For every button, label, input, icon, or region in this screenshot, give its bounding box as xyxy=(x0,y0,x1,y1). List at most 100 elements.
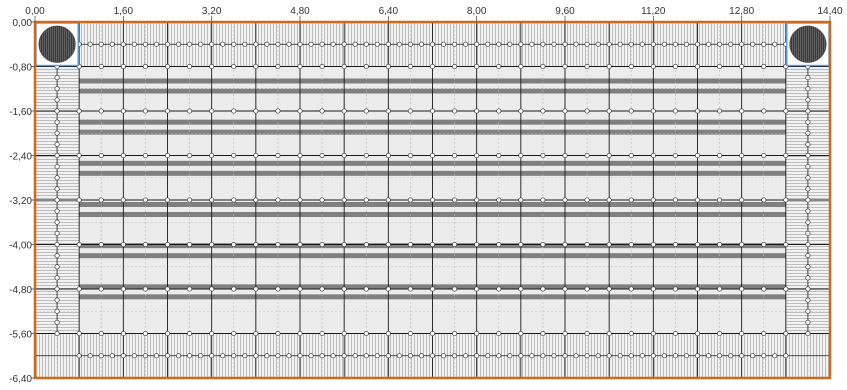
grid-node xyxy=(54,253,60,259)
grid-node xyxy=(429,152,436,159)
grid-node xyxy=(805,253,811,259)
grid-node xyxy=(385,330,391,337)
grid-node xyxy=(297,152,303,159)
grid-node xyxy=(231,286,237,292)
grid-node xyxy=(540,63,546,70)
grid-node xyxy=(98,108,104,114)
y-tick-label: -4,80 xyxy=(9,285,32,296)
grid-node xyxy=(628,330,634,337)
grid-node xyxy=(805,186,811,192)
grid-node xyxy=(231,152,237,159)
grid-node xyxy=(187,108,193,114)
grid-node xyxy=(54,86,60,92)
grid-node xyxy=(275,63,281,70)
grid-node xyxy=(717,286,723,292)
grid-node xyxy=(518,108,524,114)
pile-icon[interactable] xyxy=(789,25,827,63)
grid-node xyxy=(54,152,60,159)
grid-node xyxy=(231,353,237,359)
grid-node xyxy=(231,197,237,203)
grid-node xyxy=(275,152,281,159)
grid-node xyxy=(385,108,391,114)
grid-node xyxy=(496,63,502,70)
grid-node xyxy=(120,286,126,292)
grid-node xyxy=(120,330,126,337)
grid-node xyxy=(231,63,237,70)
grid-node xyxy=(164,41,171,47)
grid-node xyxy=(562,41,568,47)
grid-node xyxy=(198,41,204,47)
grid-node xyxy=(164,286,171,292)
grid-node xyxy=(628,197,634,203)
grid-node xyxy=(518,286,524,292)
grid-node xyxy=(98,63,104,70)
grid-node xyxy=(639,41,645,47)
grid-node xyxy=(717,197,723,203)
grid-node xyxy=(142,152,148,159)
grid-node xyxy=(518,152,524,159)
grid-node xyxy=(650,353,656,359)
grid-node xyxy=(518,63,524,70)
grid-node xyxy=(253,63,259,70)
grid-node xyxy=(628,152,634,159)
grid-node xyxy=(363,330,369,337)
grid-node xyxy=(761,353,767,359)
grid-node xyxy=(606,63,612,70)
grid-node xyxy=(120,108,126,114)
grid-node xyxy=(783,108,789,114)
grid-node xyxy=(529,41,535,47)
grid-node xyxy=(805,286,811,292)
grid-node xyxy=(286,353,292,359)
grid-node xyxy=(728,353,734,359)
corner-columns[interactable] xyxy=(35,22,830,67)
grid-node xyxy=(474,41,480,47)
grid-node xyxy=(717,353,723,359)
grid-node xyxy=(452,330,458,337)
grid-node xyxy=(407,197,413,203)
grid-node xyxy=(209,241,215,248)
grid-node xyxy=(54,241,60,248)
grid-node xyxy=(783,197,789,203)
grid-node xyxy=(198,353,204,359)
grid-node xyxy=(209,353,215,359)
grid-node xyxy=(429,108,436,114)
grid-node xyxy=(805,308,811,314)
grid-node xyxy=(584,152,590,159)
grid-node xyxy=(496,353,502,359)
grid-node xyxy=(76,286,82,292)
grid-node xyxy=(452,353,458,359)
grid-node xyxy=(54,97,60,103)
grid-node xyxy=(750,41,756,47)
grid-node xyxy=(606,41,612,47)
grid-node xyxy=(739,330,745,337)
pile-icon[interactable] xyxy=(38,25,76,63)
grid-node xyxy=(518,353,524,359)
grid-node xyxy=(562,152,568,159)
grid-node xyxy=(805,75,811,81)
grid-node xyxy=(452,286,458,292)
grid-node xyxy=(297,197,303,203)
grid-node xyxy=(54,186,60,192)
grid-node xyxy=(407,353,413,359)
grid-node xyxy=(750,353,756,359)
x-tick-label: 4,80 xyxy=(290,6,310,17)
grid-node xyxy=(297,63,303,70)
x-tick-label: 0,00 xyxy=(25,6,45,17)
grid-node xyxy=(683,353,690,359)
grid-node xyxy=(783,353,789,359)
x-tick-label: 6,40 xyxy=(379,6,399,17)
grid-node xyxy=(286,41,292,47)
grid-node xyxy=(606,286,612,292)
grid-node xyxy=(672,63,678,70)
grid-node xyxy=(474,63,480,70)
grid-node xyxy=(231,241,237,248)
grid-node xyxy=(220,41,226,47)
grid-node xyxy=(275,197,281,203)
grid-node xyxy=(617,353,623,359)
grid-node xyxy=(109,41,115,47)
grid-node xyxy=(507,353,513,359)
grid-node xyxy=(363,241,369,248)
grid-node xyxy=(694,108,701,114)
